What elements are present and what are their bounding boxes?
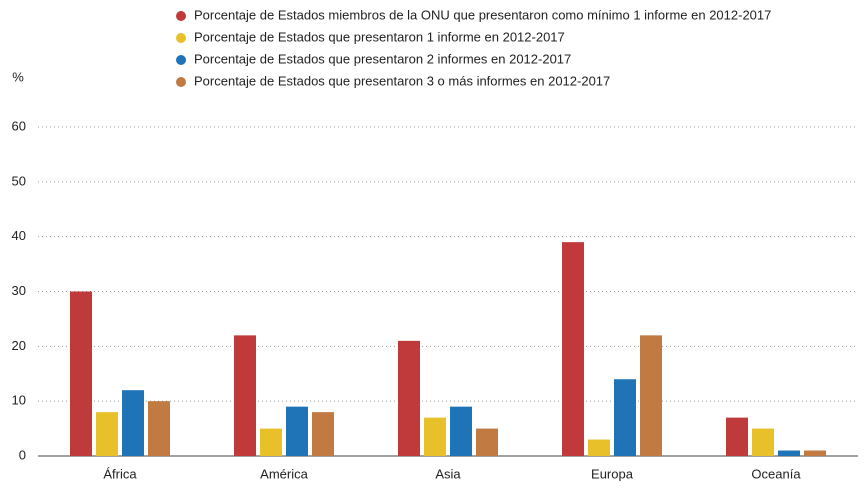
legend-swatch — [176, 77, 186, 87]
bar — [122, 390, 144, 456]
bar — [778, 450, 800, 456]
bar — [450, 406, 472, 456]
legend-label: Porcentaje de Estados que presentaron 1 … — [194, 29, 565, 44]
bar — [562, 242, 584, 456]
x-tick-label: Asia — [435, 466, 461, 481]
x-tick-label: Oceanía — [751, 466, 801, 481]
legend-swatch — [176, 55, 186, 65]
y-tick-label: 30 — [12, 283, 26, 298]
legend-label: Porcentaje de Estados que presentaron 3 … — [194, 73, 610, 88]
y-axis-label: % — [12, 69, 24, 84]
bar — [148, 401, 170, 456]
bar — [804, 450, 826, 456]
legend-swatch — [176, 11, 186, 21]
bar — [476, 428, 498, 456]
y-tick-label: 60 — [12, 118, 26, 133]
bar — [234, 335, 256, 456]
bar — [96, 412, 118, 456]
bar — [424, 417, 446, 456]
x-tick-label: África — [103, 466, 137, 481]
y-tick-label: 0 — [19, 447, 26, 462]
bar — [70, 291, 92, 456]
bar — [312, 412, 334, 456]
y-tick-label: 20 — [12, 338, 26, 353]
bar — [614, 379, 636, 456]
bar — [286, 406, 308, 456]
legend-label: Porcentaje de Estados miembros de la ONU… — [194, 7, 771, 22]
x-tick-label: América — [260, 466, 308, 481]
legend-label: Porcentaje de Estados que presentaron 2 … — [194, 51, 571, 66]
bar — [588, 439, 610, 456]
y-tick-label: 10 — [12, 393, 26, 408]
y-tick-label: 40 — [12, 228, 26, 243]
bar — [398, 340, 420, 456]
bar — [726, 417, 748, 456]
bar — [752, 428, 774, 456]
legend-swatch — [176, 33, 186, 43]
x-tick-label: Europa — [591, 466, 634, 481]
bar — [260, 428, 282, 456]
y-tick-label: 50 — [12, 173, 26, 188]
bar — [640, 335, 662, 456]
